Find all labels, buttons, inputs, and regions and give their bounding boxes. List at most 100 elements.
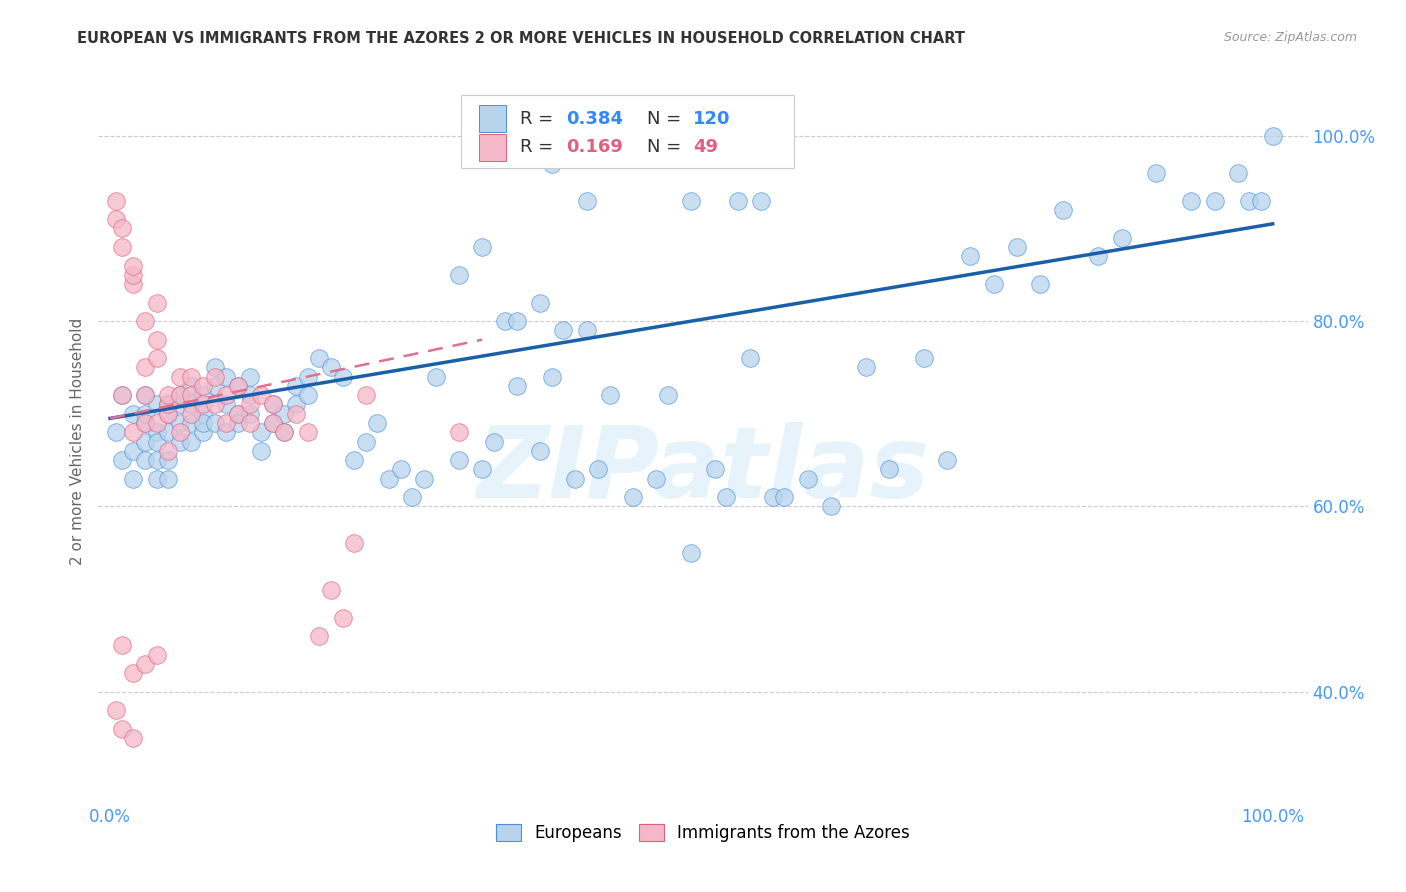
Point bbox=[180, 416, 202, 430]
Point bbox=[215, 388, 238, 402]
Point bbox=[204, 379, 226, 393]
Point bbox=[104, 194, 127, 208]
Point bbox=[122, 425, 145, 440]
Text: 0.169: 0.169 bbox=[567, 138, 623, 156]
Point bbox=[191, 416, 214, 430]
Point bbox=[180, 388, 202, 402]
Point bbox=[180, 369, 202, 384]
Text: EUROPEAN VS IMMIGRANTS FROM THE AZORES 2 OR MORE VEHICLES IN HOUSEHOLD CORRELATI: EUROPEAN VS IMMIGRANTS FROM THE AZORES 2… bbox=[77, 31, 966, 46]
Point bbox=[180, 397, 202, 411]
Point bbox=[226, 407, 249, 421]
Point bbox=[297, 369, 319, 384]
Point bbox=[588, 462, 610, 476]
Point bbox=[738, 351, 761, 366]
Point bbox=[122, 443, 145, 458]
Point bbox=[332, 369, 354, 384]
Text: 49: 49 bbox=[693, 138, 718, 156]
Point bbox=[425, 369, 447, 384]
Point bbox=[401, 490, 423, 504]
FancyBboxPatch shape bbox=[479, 134, 506, 161]
Point bbox=[111, 240, 134, 254]
Point bbox=[122, 407, 145, 421]
Point bbox=[308, 629, 330, 643]
Point bbox=[111, 453, 134, 467]
Point bbox=[506, 379, 529, 393]
Point bbox=[215, 425, 238, 440]
Point bbox=[553, 323, 575, 337]
Point bbox=[297, 425, 319, 440]
Point bbox=[226, 379, 249, 393]
Point bbox=[703, 462, 725, 476]
Point bbox=[273, 425, 295, 440]
Point bbox=[157, 407, 180, 421]
Point bbox=[169, 388, 191, 402]
Point bbox=[134, 388, 156, 402]
Text: R =: R = bbox=[520, 138, 560, 156]
Point bbox=[191, 379, 214, 393]
Point bbox=[634, 128, 657, 143]
Text: 0.384: 0.384 bbox=[567, 110, 623, 128]
Point bbox=[820, 500, 842, 514]
Point bbox=[983, 277, 1005, 291]
Point bbox=[145, 333, 167, 347]
Point bbox=[204, 397, 226, 411]
Point bbox=[285, 379, 308, 393]
Point bbox=[727, 194, 749, 208]
Point bbox=[145, 351, 167, 366]
Point bbox=[145, 397, 167, 411]
Point bbox=[471, 240, 494, 254]
Point bbox=[1052, 202, 1074, 217]
FancyBboxPatch shape bbox=[461, 95, 793, 169]
Point bbox=[285, 397, 308, 411]
Point bbox=[145, 472, 167, 486]
Text: Source: ZipAtlas.com: Source: ZipAtlas.com bbox=[1223, 31, 1357, 45]
Point bbox=[1226, 166, 1249, 180]
Point bbox=[204, 416, 226, 430]
Point bbox=[716, 490, 738, 504]
Point bbox=[796, 472, 818, 486]
Point bbox=[111, 388, 134, 402]
Point bbox=[122, 666, 145, 681]
Point bbox=[122, 277, 145, 291]
Point bbox=[134, 657, 156, 671]
Point bbox=[122, 731, 145, 745]
Point bbox=[657, 388, 679, 402]
Point bbox=[1005, 240, 1028, 254]
Point bbox=[134, 388, 156, 402]
Point bbox=[226, 407, 249, 421]
Text: N =: N = bbox=[647, 138, 688, 156]
Point bbox=[540, 369, 562, 384]
Point bbox=[354, 434, 377, 449]
Point bbox=[250, 425, 273, 440]
Point bbox=[191, 388, 214, 402]
Point bbox=[912, 351, 935, 366]
Point bbox=[169, 369, 191, 384]
Point bbox=[134, 453, 156, 467]
Point bbox=[180, 434, 202, 449]
Point bbox=[215, 369, 238, 384]
Point bbox=[447, 453, 470, 467]
Point bbox=[204, 369, 226, 384]
Point bbox=[575, 194, 598, 208]
Point bbox=[1144, 166, 1167, 180]
FancyBboxPatch shape bbox=[479, 105, 506, 132]
Point bbox=[645, 472, 668, 486]
Point bbox=[122, 268, 145, 282]
Point bbox=[877, 462, 900, 476]
Text: 120: 120 bbox=[693, 110, 731, 128]
Point bbox=[157, 397, 180, 411]
Point bbox=[1239, 194, 1261, 208]
Point bbox=[191, 397, 214, 411]
Point bbox=[226, 379, 249, 393]
Point bbox=[319, 360, 342, 375]
Point bbox=[157, 425, 180, 440]
Point bbox=[773, 490, 796, 504]
Text: ZIPatlas: ZIPatlas bbox=[477, 422, 929, 519]
Point bbox=[169, 397, 191, 411]
Point bbox=[145, 453, 167, 467]
Point bbox=[936, 453, 959, 467]
Point bbox=[180, 407, 202, 421]
Point bbox=[681, 194, 703, 208]
Point bbox=[191, 425, 214, 440]
Point bbox=[1087, 249, 1109, 263]
